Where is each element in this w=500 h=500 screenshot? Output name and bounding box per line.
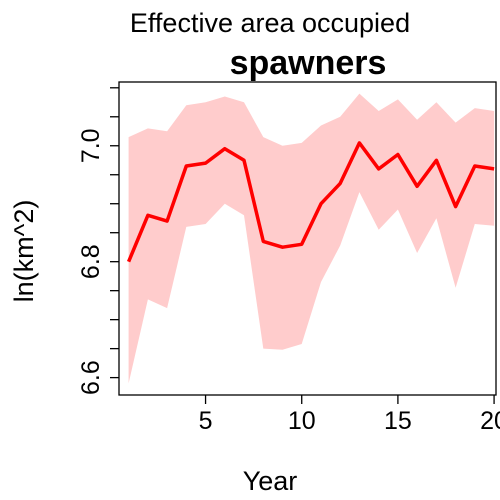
plot-area: 5 10 15 20 6.6 6.8 7.0 bbox=[77, 81, 500, 435]
x-tick-label: 15 bbox=[384, 407, 412, 435]
plot-border bbox=[118, 81, 497, 396]
x-tick-label: 5 bbox=[199, 407, 213, 435]
y-axis-label: ln(km^2) bbox=[9, 200, 39, 303]
x-axis-label: Year bbox=[243, 466, 298, 496]
chart-title: Effective area occupied bbox=[130, 8, 410, 38]
x-tick-label: 20 bbox=[480, 407, 500, 435]
series-line bbox=[126, 141, 495, 263]
y-tick-label: 7.0 bbox=[77, 128, 105, 163]
y-tick-label: 6.8 bbox=[77, 244, 105, 279]
confidence-band bbox=[128, 93, 495, 384]
x-tick-label: 10 bbox=[288, 407, 316, 435]
y-tick-label: 6.6 bbox=[77, 360, 105, 395]
chart-subtitle: spawners bbox=[230, 44, 387, 82]
